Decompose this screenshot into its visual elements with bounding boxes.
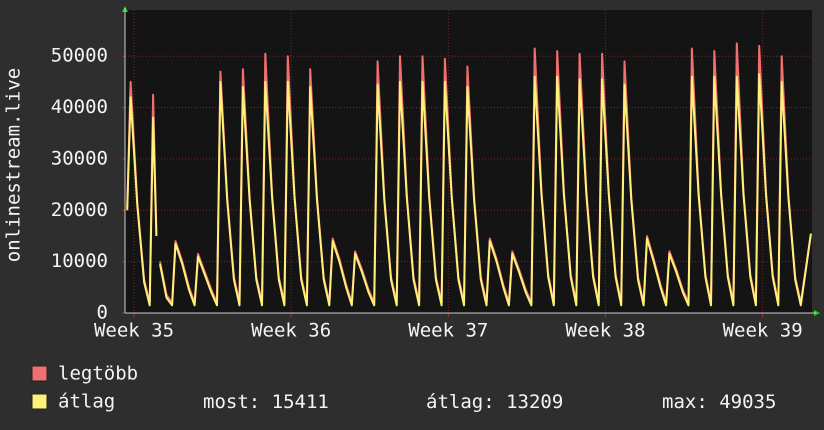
plot-area bbox=[125, 10, 812, 313]
series-line bbox=[126, 73, 812, 307]
y-tick-label: 20000 bbox=[51, 199, 108, 221]
y-tick-label: 10000 bbox=[51, 250, 108, 272]
x-tick-label: Week 37 bbox=[408, 320, 488, 342]
stat-label: átlag: bbox=[426, 391, 495, 413]
stat-value: 15411 bbox=[272, 391, 329, 413]
legend-swatch bbox=[31, 393, 48, 410]
stat-value: 49035 bbox=[719, 391, 776, 413]
y-tick-label: 0 bbox=[97, 302, 108, 324]
legend-label: legtöbb bbox=[58, 363, 138, 385]
x-tick-label: Week 36 bbox=[251, 320, 331, 342]
legend-label: átlag bbox=[58, 391, 115, 413]
y-tick-label: 50000 bbox=[51, 45, 108, 67]
legend-swatch bbox=[31, 365, 48, 382]
y-axis-label: onlinestream.live bbox=[3, 68, 25, 262]
x-tick-label: Week 39 bbox=[723, 320, 803, 342]
x-tick-label: Week 38 bbox=[565, 320, 645, 342]
x-tick-label: Week 35 bbox=[94, 320, 174, 342]
stat: most: 15411 bbox=[203, 391, 329, 413]
y-tick-label: 40000 bbox=[51, 96, 108, 118]
stat-label: most: bbox=[203, 391, 260, 413]
stat-value: 13209 bbox=[506, 391, 563, 413]
stat-label: max: bbox=[662, 391, 708, 413]
y-tick-label: 30000 bbox=[51, 147, 108, 169]
x-axis-arrow bbox=[814, 310, 820, 316]
stat: átlag: 13209 bbox=[426, 391, 563, 413]
stat: max: 49035 bbox=[662, 391, 776, 413]
